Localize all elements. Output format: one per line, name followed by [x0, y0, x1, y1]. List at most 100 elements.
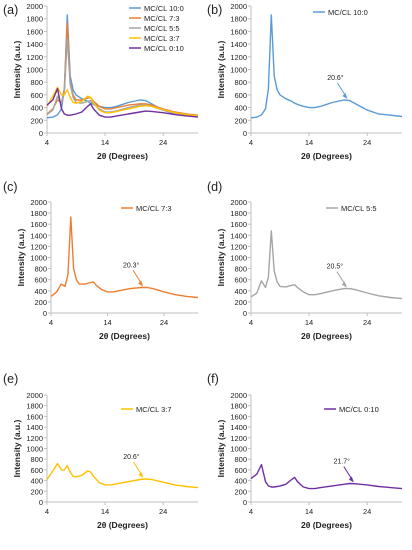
annotation-arrowhead: [342, 92, 348, 99]
x-tick-label: 14: [305, 318, 313, 327]
legend: MC/CL 10:0: [313, 8, 368, 17]
annotation-arrowhead: [341, 281, 347, 288]
y-tick-label: 1800: [26, 402, 43, 411]
peak-annotation: 20.3°: [123, 261, 140, 269]
y-tick-label: 1400: [230, 423, 247, 432]
y-tick-label: 200: [234, 487, 247, 496]
y-tick-label: 1200: [230, 53, 247, 62]
y-tick-label: 0: [39, 129, 43, 138]
legend-label: MC/CL 5:5: [144, 24, 180, 33]
legend: MC/CL 7:3: [121, 204, 172, 213]
peak-annotation: 20.6°: [123, 453, 140, 461]
x-axis-label: 2θ (Degrees): [97, 520, 148, 530]
y-tick-label: 1600: [30, 220, 47, 229]
y-tick-label: 1000: [26, 66, 43, 75]
x-axis-label: 2θ (Degrees): [301, 151, 352, 161]
legend-label: MC/CL 0:10: [339, 405, 379, 414]
y-tick-label: 1000: [230, 254, 247, 263]
panel-a: 0 200 400 600 800 1000 1200 1400 1600 1800 2000 4 14…: [3, 2, 199, 161]
legend: MC/CL 0:10: [324, 405, 379, 414]
y-tick-label: 2000: [26, 2, 43, 11]
y-tick-label: 1000: [30, 254, 47, 263]
series-line: [250, 463, 403, 490]
y-tick-label: 800: [234, 455, 247, 464]
y-tick-label: 2000: [30, 198, 47, 207]
y-tick-label: 1000: [26, 445, 43, 454]
y-tick-label: 600: [30, 91, 43, 100]
y-tick-label: 1200: [30, 242, 47, 251]
y-tick-label: 1600: [26, 27, 43, 36]
y-tick-label: 600: [234, 466, 247, 475]
y-tick-label: 1400: [26, 423, 43, 432]
y-tick-label: 1400: [30, 231, 47, 240]
y-tick-label: 1200: [26, 434, 43, 443]
y-tick-label: 1200: [230, 434, 247, 443]
x-tick-label: 24: [159, 507, 167, 516]
panel-label: (f): [207, 372, 219, 386]
legend-label: MC/CL 7:3: [144, 14, 180, 23]
x-tick-label: 24: [363, 138, 371, 147]
panel-label: (b): [207, 3, 222, 17]
y-tick-label: 200: [234, 298, 247, 307]
y-tick-label: 2000: [230, 2, 247, 11]
panel-label: (e): [3, 372, 18, 386]
peak-annotation: 20.6°: [327, 74, 344, 82]
y-tick-label: 600: [234, 91, 247, 100]
annotation-arrowhead: [138, 280, 144, 287]
y-tick-label: 400: [30, 477, 43, 486]
legend-label: MC/CL 5:5: [341, 204, 377, 213]
x-tick-label: 24: [363, 318, 371, 327]
y-tick-label: 1200: [26, 53, 43, 62]
y-axis-label: Intensity (a.u.): [16, 229, 26, 287]
panel-label: (a): [3, 3, 18, 17]
y-tick-label: 1800: [30, 209, 47, 218]
y-tick-label: 1400: [26, 40, 43, 49]
x-axis-label: 2θ (Degrees): [97, 151, 148, 161]
x-axis-label: 2θ (Degrees): [301, 520, 352, 530]
y-tick-label: 1200: [230, 242, 247, 251]
y-axis-label: Intensity (a.u.): [12, 420, 22, 478]
y-tick-label: 200: [30, 487, 43, 496]
y-tick-label: 800: [30, 78, 43, 87]
series-line: [46, 86, 199, 117]
y-tick-label: 1800: [230, 402, 247, 411]
y-tick-label: 1000: [230, 445, 247, 454]
x-tick-label: 4: [45, 138, 49, 147]
peak-annotation: 21.7°: [334, 458, 351, 466]
y-axis-label: Intensity (a.u.): [216, 420, 226, 478]
y-tick-label: 0: [243, 309, 247, 318]
legend-label: MC/CL 10:0: [328, 8, 368, 17]
y-tick-label: 0: [43, 309, 47, 318]
y-tick-label: 400: [34, 287, 47, 296]
y-tick-label: 400: [234, 477, 247, 486]
series-line: [250, 230, 403, 300]
x-tick-label: 24: [159, 138, 167, 147]
y-tick-label: 1400: [230, 40, 247, 49]
y-tick-label: 1600: [26, 412, 43, 421]
x-tick-label: 24: [363, 507, 371, 516]
x-tick-label: 14: [305, 507, 313, 516]
x-tick-label: 4: [49, 318, 53, 327]
y-tick-label: 2000: [230, 198, 247, 207]
y-axis-label: Intensity (a.u.): [216, 41, 226, 99]
y-tick-label: 200: [30, 116, 43, 125]
legend: MC/CL 5:5: [326, 204, 377, 213]
y-axis-label: Intensity (a.u.): [12, 41, 22, 99]
y-tick-label: 1400: [230, 231, 247, 240]
legend-label: MC/CL 0:10: [144, 44, 184, 53]
panel-d: 0 200 400 600 800 1000 1200 1400 1600 1800 2000 4 14…: [207, 180, 403, 341]
legend: MC/CL 10:0MC/CL 7:3MC/CL 5:5MC/CL 3:7MC/…: [129, 4, 184, 53]
y-tick-label: 1800: [26, 15, 43, 24]
legend-label: MC/CL 3:7: [144, 34, 180, 43]
panel-label: (c): [3, 180, 18, 194]
series-line: [46, 87, 199, 118]
y-tick-label: 600: [30, 466, 43, 475]
x-tick-label: 4: [249, 507, 253, 516]
panel-c: 0 200 400 600 800 1000 1200 1400 1600 1800 2000 4 14…: [3, 180, 199, 341]
y-tick-label: 800: [234, 265, 247, 274]
x-tick-label: 14: [103, 318, 111, 327]
y-tick-label: 800: [34, 265, 47, 274]
annotation-arrowhead: [348, 476, 354, 483]
